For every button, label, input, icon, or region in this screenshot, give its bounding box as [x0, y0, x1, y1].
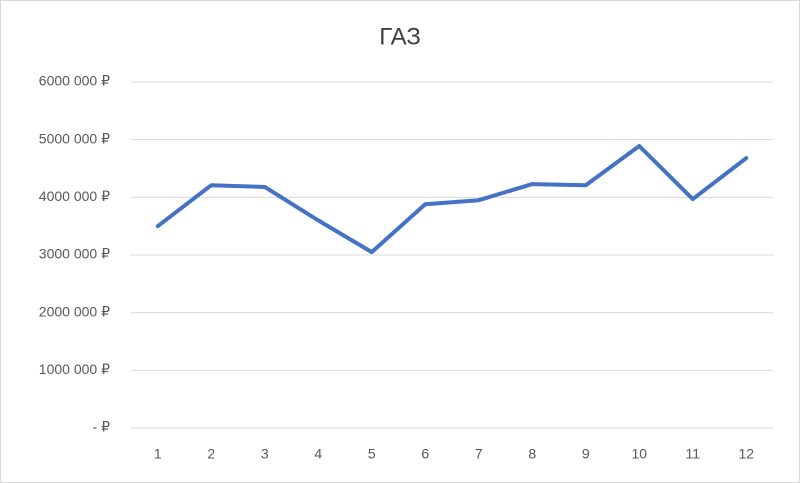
y-tick-label: 4000 000 ₽ [39, 188, 110, 204]
x-tick-label: 5 [368, 446, 376, 462]
x-tick-label: 1 [154, 446, 162, 462]
x-tick-label: 2 [207, 446, 215, 462]
x-tick-label: 4 [314, 446, 322, 462]
y-tick-label: 5000 000 ₽ [39, 130, 110, 146]
y-tick-label: 2000 000 ₽ [39, 303, 110, 319]
y-tick-label: 6000 000 ₽ [39, 73, 110, 89]
x-tick-label: 11 [685, 446, 700, 462]
x-tick-label: 3 [261, 446, 269, 462]
y-tick-label: 3000 000 ₽ [39, 246, 110, 262]
x-tick-label: 7 [475, 446, 483, 462]
x-tick-label: 9 [582, 446, 590, 462]
chart-title: ГАЗ [379, 23, 421, 50]
data-line [155, 144, 749, 255]
y-tick-label: - ₽ [93, 419, 111, 435]
x-tick-label: 12 [738, 446, 754, 462]
x-tick-label: 6 [421, 446, 429, 462]
y-tick-label: 1000 000 ₽ [39, 361, 110, 377]
x-tick-label: 8 [528, 446, 536, 462]
x-tick-label: 10 [631, 446, 647, 462]
